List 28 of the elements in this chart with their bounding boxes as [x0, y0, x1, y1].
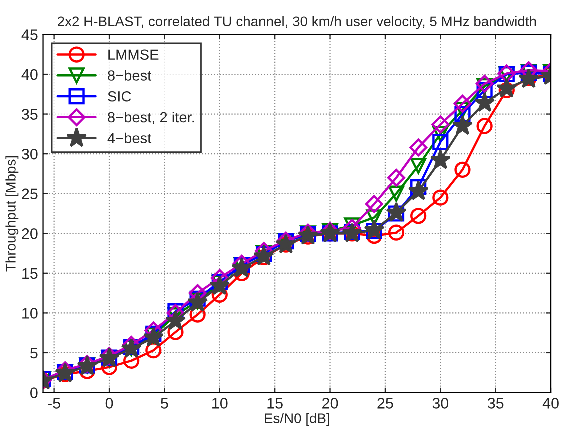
x-tick-label: 40: [542, 398, 559, 409]
x-tick-label: 20: [322, 398, 338, 409]
x-tick-label: -5: [48, 398, 60, 409]
y-tick-label: 10: [22, 308, 38, 319]
x-tick-label: 30: [432, 398, 449, 409]
legend-label: LMMSE: [108, 50, 159, 60]
x-tick-label: 5: [161, 398, 168, 409]
y-tick-label: 45: [22, 30, 38, 40]
y-tick-label: 15: [22, 268, 38, 280]
legend-label: 8−best: [108, 70, 152, 81]
y-axis-title: Throughput [Mbps]: [6, 156, 19, 272]
legend-label: SIC: [108, 91, 132, 102]
x-tick-label: 25: [378, 398, 394, 409]
y-tick-label: 5: [30, 348, 38, 359]
y-tick-label: 0: [30, 388, 38, 398]
y-tick-label: 35: [22, 109, 38, 120]
x-axis-title: Es/N0 [dB]: [265, 413, 330, 426]
y-tick-label: 30: [22, 148, 38, 160]
x-tick-label: 10: [212, 398, 228, 409]
y-tick-label: 20: [22, 228, 38, 240]
x-tick-label: 0: [106, 398, 114, 409]
legend-label: 8−best, 2 iter.: [108, 112, 194, 124]
chart-title: 2x2 H-BLAST, correlated TU channel, 30 km/h user velocity, 5 MHz bandwidth: [58, 16, 536, 30]
x-tick-label: 35: [488, 398, 504, 409]
x-tick-label: 15: [268, 398, 283, 409]
legend-label: 4−best: [108, 132, 152, 144]
y-tick-label: 40: [22, 69, 38, 80]
y-tick-label: 25: [22, 188, 38, 200]
